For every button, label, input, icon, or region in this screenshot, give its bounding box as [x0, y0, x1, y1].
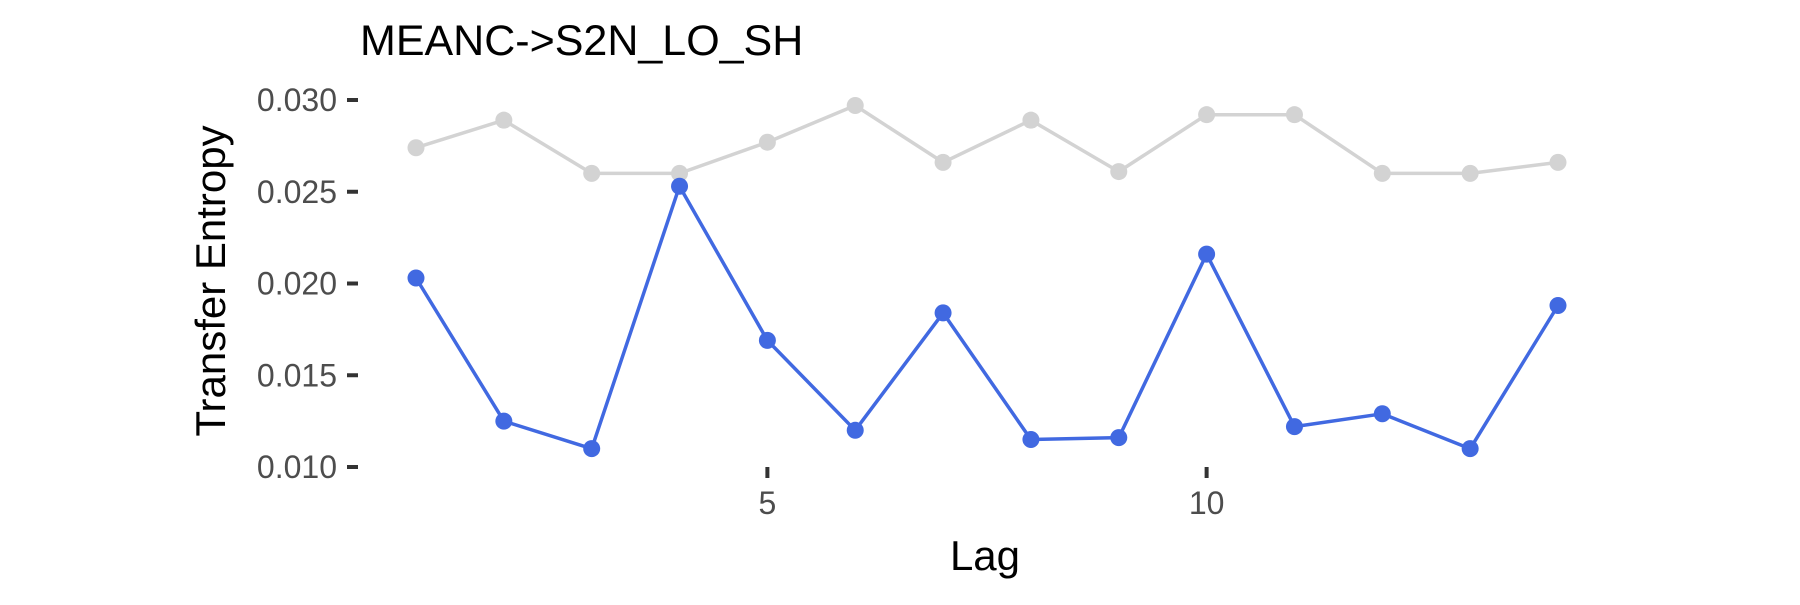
y-tick-label: 0.030	[257, 82, 337, 118]
y-tick-label: 0.020	[257, 266, 337, 302]
series-line	[415, 103, 1559, 176]
data-point	[846, 421, 864, 439]
series-layer	[407, 97, 1567, 458]
data-point	[758, 133, 776, 151]
data-point	[671, 177, 689, 195]
x-tick-label: 5	[758, 485, 776, 521]
data-point	[1198, 106, 1216, 124]
series-1	[407, 97, 1567, 182]
data-point	[1461, 440, 1479, 458]
series-line	[414, 184, 1560, 451]
data-point	[583, 440, 601, 458]
x-axis: 5 10	[758, 467, 1224, 521]
data-point	[1110, 163, 1128, 181]
data-point	[583, 164, 601, 182]
data-point	[1549, 153, 1567, 171]
x-tick-label: 10	[1189, 485, 1225, 521]
y-tick-label: 0.010	[257, 449, 337, 485]
data-point	[495, 412, 513, 430]
data-point	[407, 139, 425, 157]
y-axis: 0.010 0.015 0.020 0.025 0.030	[257, 82, 358, 485]
data-point	[1198, 245, 1216, 263]
y-tick-label: 0.025	[257, 174, 337, 210]
data-point	[1461, 164, 1479, 182]
data-point	[758, 331, 776, 349]
y-tick-label: 0.015	[257, 357, 337, 393]
data-point	[1022, 111, 1040, 129]
data-point	[671, 164, 689, 182]
data-point	[1373, 164, 1391, 182]
data-point	[934, 304, 952, 322]
x-axis-title: Lag	[950, 532, 1020, 579]
data-point	[1285, 418, 1303, 436]
data-point	[934, 153, 952, 171]
chart-title: MEANC->S2N_LO_SH	[360, 17, 803, 65]
data-point	[1022, 430, 1040, 448]
data-point	[1110, 429, 1128, 447]
data-point	[846, 97, 864, 115]
data-point	[1549, 297, 1567, 315]
y-axis-title: Transfer Entropy	[187, 125, 234, 436]
data-point	[1373, 405, 1391, 423]
data-point	[407, 269, 425, 287]
series-2	[407, 177, 1567, 458]
data-point	[1285, 106, 1303, 124]
data-point	[495, 111, 513, 129]
